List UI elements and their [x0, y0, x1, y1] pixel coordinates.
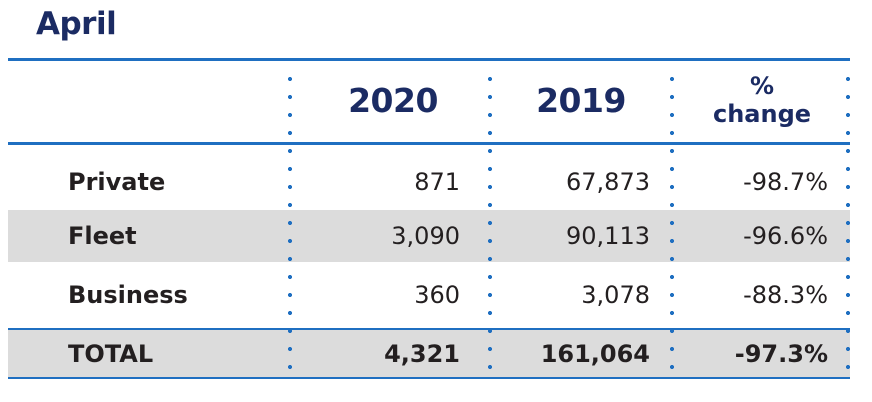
row-label: Private — [68, 168, 166, 196]
pct-header-line1: % — [749, 72, 775, 100]
value-2020: 4,321 — [384, 339, 460, 368]
pct-header-line2: change — [712, 100, 812, 128]
header-rule — [8, 142, 850, 145]
value-pct-change: -98.7% — [743, 168, 828, 196]
value-pct-change: -97.3% — [734, 339, 828, 368]
row-label: Business — [68, 281, 188, 309]
column-divider — [488, 70, 492, 378]
table-title: April — [36, 6, 117, 42]
column-header-2020: 2020 — [348, 80, 438, 120]
column-divider — [288, 70, 292, 378]
value-2020: 360 — [414, 281, 460, 309]
table-row-fleet: Fleet 3,090 90,113 -96.6% — [8, 210, 850, 262]
row-label: TOTAL — [68, 339, 154, 368]
value-pct-change: -88.3% — [743, 281, 828, 309]
value-2020: 871 — [414, 168, 460, 196]
total-rule — [8, 328, 850, 330]
value-2019: 67,873 — [566, 168, 650, 196]
value-pct-change: -96.6% — [743, 222, 828, 250]
table-row-business: Business 360 3,078 -88.3% — [8, 268, 850, 322]
column-header-pct-change: % change — [674, 58, 850, 142]
bottom-rule — [8, 377, 850, 379]
top-rule — [8, 58, 850, 61]
value-2020: 3,090 — [391, 222, 460, 250]
registrations-table: 2020 2019 % change Private 871 67,873 -9… — [8, 58, 850, 379]
row-label: Fleet — [68, 222, 137, 250]
column-header-2019: 2019 — [536, 80, 626, 120]
value-2019: 161,064 — [540, 339, 650, 368]
value-2019: 3,078 — [581, 281, 650, 309]
column-divider — [846, 70, 850, 378]
table-row-private: Private 871 67,873 -98.7% — [8, 156, 850, 208]
table-row-total: TOTAL 4,321 161,064 -97.3% — [8, 330, 850, 377]
value-2019: 90,113 — [566, 222, 650, 250]
column-divider — [670, 70, 674, 378]
